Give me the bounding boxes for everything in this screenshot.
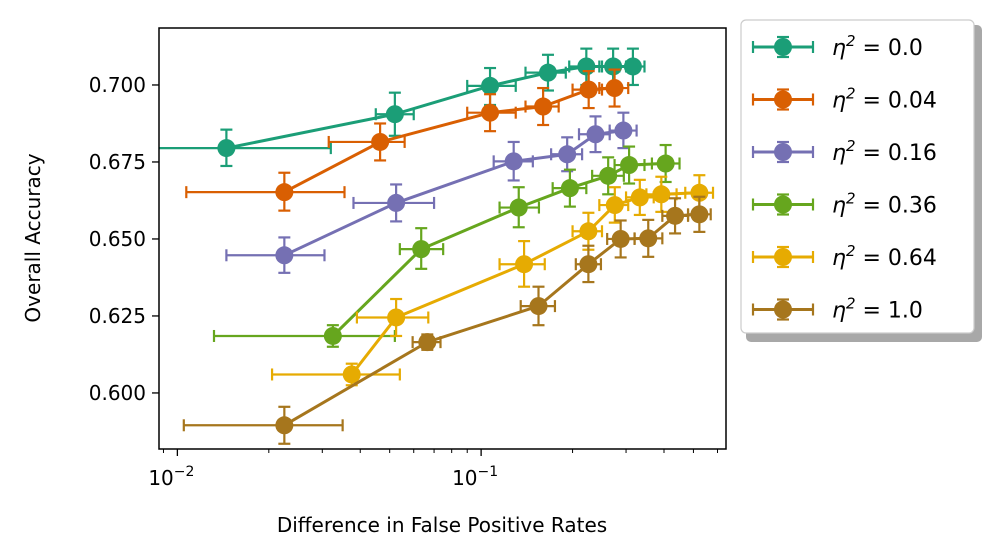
data-point: [690, 205, 709, 224]
series-group: [212, 143, 681, 348]
legend-marker: [774, 300, 792, 319]
data-point: [387, 193, 406, 212]
legend-items: η2 = 0.0 η2 = 0.04 η2 = 0.16 η2 = 0.36 η2 = …: [751, 32, 937, 324]
data-point: [630, 188, 649, 207]
series-line: [283, 86, 615, 194]
x-tick-label: 10−2: [148, 464, 194, 490]
legend-item: η2 = 0.64: [751, 242, 937, 271]
legend-label: η2 = 0.0: [832, 32, 923, 61]
error-bar: [519, 285, 557, 327]
y-tick-label: 0.600: [89, 381, 146, 405]
data-point: [217, 139, 236, 158]
data-point: [620, 156, 639, 175]
data-point: [666, 206, 685, 225]
data-point: [275, 416, 294, 435]
data-point: [387, 308, 406, 327]
x-tick-label: 10−1: [452, 464, 498, 490]
data-point: [418, 333, 437, 352]
data-point: [275, 246, 294, 265]
series-group: [182, 195, 712, 445]
error-bar: [185, 171, 346, 212]
x-axis-label: Difference in False Positive Rates: [277, 513, 607, 537]
error-bar: [270, 362, 401, 387]
data-point: [614, 121, 633, 140]
legend-marker: [774, 38, 792, 56]
y-tick-label: 0.675: [89, 150, 146, 174]
data-point: [605, 79, 624, 98]
legend-item: η2 = 0.0: [751, 32, 923, 61]
data-point: [639, 229, 658, 248]
data-point: [481, 103, 500, 122]
error-bar: [327, 122, 406, 162]
legend-marker: [774, 143, 792, 161]
legend-box: [740, 19, 975, 334]
data-point: [605, 196, 624, 215]
data-point: [558, 145, 577, 164]
legend-label: η2 = 0.36: [832, 190, 937, 219]
legend-marker: [774, 248, 792, 266]
error-bar: [182, 405, 344, 445]
y-tick-label: 0.650: [89, 227, 146, 251]
legend-label: η2 = 1.0: [832, 295, 923, 324]
y-axis-label: Overall Accuracy: [21, 153, 45, 322]
data-point: [385, 105, 404, 124]
series-group: [225, 111, 638, 274]
series-layer: [159, 47, 715, 445]
legend-label: η2 = 0.04: [832, 85, 937, 114]
x-axis-ticks: 10−2 10−1: [148, 449, 718, 490]
data-point: [652, 185, 671, 204]
series-line: [226, 65, 633, 150]
data-point: [579, 80, 598, 99]
data-point: [504, 152, 523, 171]
y-tick-label: 0.625: [89, 304, 146, 328]
data-point: [623, 57, 642, 76]
legend-marker: [774, 90, 792, 109]
data-point: [611, 229, 630, 248]
data-point: [586, 125, 605, 144]
data-point: [560, 179, 579, 198]
data-point: [538, 63, 557, 82]
data-point: [579, 255, 598, 274]
legend-marker: [774, 195, 792, 214]
series-group: [270, 174, 715, 387]
data-point: [529, 297, 548, 316]
data-point: [604, 57, 623, 76]
legend: η2 = 0.0 η2 = 0.04 η2 = 0.16 η2 = 0.36 η2 = …: [740, 19, 982, 342]
data-point: [509, 198, 528, 217]
data-point: [342, 365, 361, 384]
data-point: [577, 57, 596, 76]
error-bar: [212, 324, 396, 348]
data-point: [599, 166, 618, 185]
data-point: [412, 240, 431, 259]
data-point: [323, 326, 342, 345]
data-point: [515, 255, 534, 274]
data-point: [371, 132, 390, 151]
data-point: [656, 154, 675, 173]
error-bar: [159, 128, 332, 168]
legend-item: η2 = 0.16: [751, 137, 937, 166]
data-point: [481, 76, 500, 95]
data-point: [534, 97, 553, 116]
y-axis-ticks: 0.600 0.625 0.650 0.675 0.700: [89, 73, 159, 405]
legend-label: η2 = 0.16: [832, 137, 937, 166]
legend-item: η2 = 0.36: [751, 190, 937, 219]
data-point: [579, 222, 598, 241]
legend-item: η2 = 0.04: [751, 85, 937, 114]
series-group: [185, 68, 630, 212]
y-tick-label: 0.700: [89, 73, 146, 97]
series-line: [283, 212, 700, 427]
legend-label: η2 = 0.64: [832, 242, 937, 271]
legend-item: η2 = 1.0: [751, 295, 923, 324]
data-point: [275, 183, 294, 202]
